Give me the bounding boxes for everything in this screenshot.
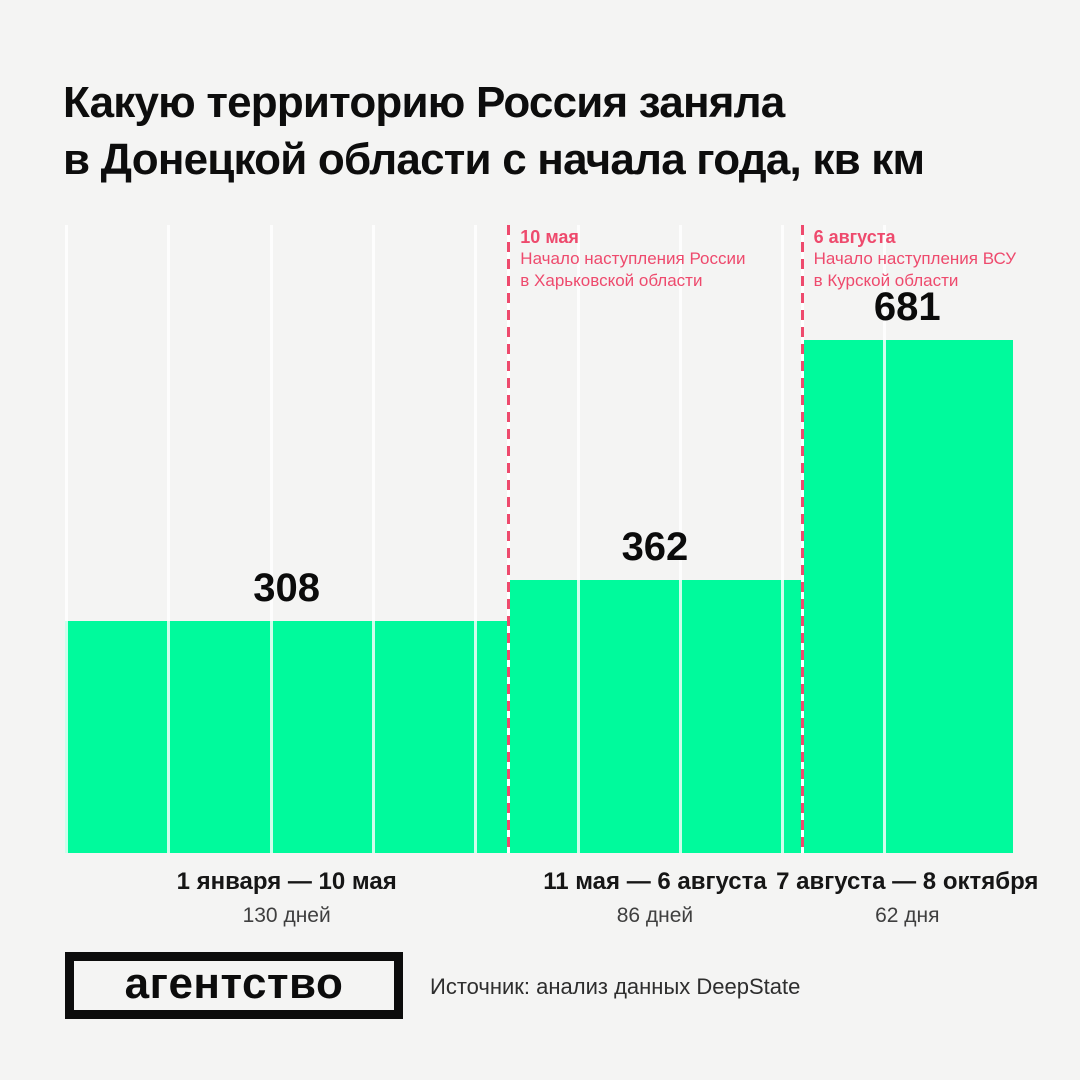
period-range: 11 мая — 6 августа [543, 868, 767, 895]
event-line-kharkiv-offensive [507, 225, 511, 853]
period-range: 1 января — 10 мая [176, 868, 397, 895]
gridline [883, 225, 887, 853]
source-credit: Источник: анализ данных DeepState [430, 974, 801, 999]
page-title-line1: Какую территорию Россия заняла [63, 78, 785, 127]
annotation-date: 6 августа [813, 227, 896, 247]
gridline [371, 225, 375, 853]
gridline [474, 225, 478, 853]
page-title-line2: в Донецкой области с начала года, кв км [63, 135, 925, 184]
bar-segment-jan-may [65, 620, 509, 853]
event-line-kursk-offensive [800, 225, 804, 853]
annotation-text-line2: в Курской области [813, 271, 959, 290]
x-axis-label-period-1: 1 января — 10 мая 130 дней [177, 868, 397, 928]
period-duration: 62 дня [875, 904, 940, 927]
bar-segment-aug-oct [801, 340, 1013, 853]
gridline [269, 225, 273, 853]
x-axis-label-period-2: 11 мая — 6 августа 86 дней [543, 868, 766, 928]
gridline [65, 225, 68, 853]
gridline [678, 225, 682, 853]
bar-value-label: 362 [621, 525, 689, 570]
period-duration: 130 дней [242, 904, 331, 927]
annotation-text-line1: Начало наступления ВСУ [813, 249, 1017, 268]
annotation-date: 10 мая [520, 227, 579, 247]
gridline [167, 225, 171, 853]
annotation-kharkiv-offensive: 10 мая Начало наступления России в Харьк… [520, 226, 745, 292]
gridline [781, 225, 785, 853]
annotation-text-line1: Начало наступления России [520, 249, 746, 268]
bar-chart: 308 362 681 10 мая Начало наступления Ро… [65, 225, 1016, 853]
bar-value-label: 308 [253, 565, 321, 610]
period-duration: 86 дней [616, 904, 694, 927]
x-axis-label-period-3: 7 августа — 8 октября 62 дня [776, 868, 1038, 928]
bar-value-label: 681 [873, 285, 941, 329]
agentstvo-logo: агентство [65, 952, 403, 1019]
bar-segment-may-aug [508, 580, 802, 853]
agentstvo-logo-text: агентство [124, 958, 344, 1008]
page-title: Какую территорию Россия заняла в Донецкой… [63, 74, 925, 188]
annotation-kursk-offensive: 6 августа Начало наступления ВСУ в Курск… [814, 226, 1016, 292]
period-range: 7 августа — 8 октября [776, 868, 1039, 895]
gridline [576, 225, 580, 853]
annotation-text-line2: в Харьковской области [520, 271, 703, 290]
